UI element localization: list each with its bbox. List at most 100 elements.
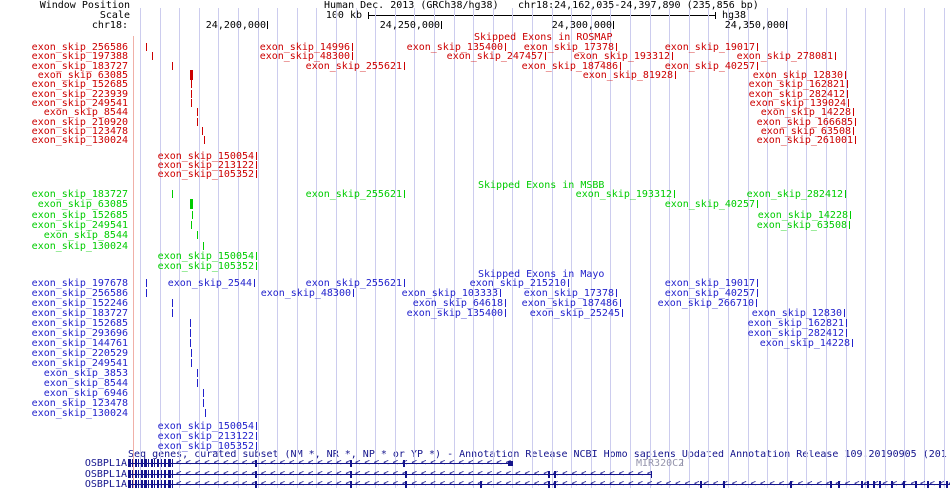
exon-skip-tick[interactable]: [191, 359, 192, 367]
exon-skip-tick[interactable]: [675, 71, 676, 79]
exon-skip-tick[interactable]: [191, 80, 192, 88]
exon-skip-tick[interactable]: [620, 62, 621, 70]
gene-exon-tick[interactable]: [548, 481, 550, 488]
gene-exon-tick[interactable]: [903, 481, 905, 488]
exon-skip-tick[interactable]: [203, 389, 204, 397]
exon-skip-tick[interactable]: [256, 252, 257, 260]
exon-skip-tick[interactable]: [190, 199, 193, 209]
gene-exon-block[interactable]: [132, 480, 133, 488]
exon-skip-tick[interactable]: [191, 99, 192, 107]
exon-skip-tick[interactable]: [152, 52, 153, 60]
exon-skip-tick[interactable]: [256, 432, 257, 440]
gene-exon-block[interactable]: [135, 459, 137, 467]
exon-skip-tick[interactable]: [172, 309, 173, 317]
gene-exon-block[interactable]: [157, 470, 159, 478]
gene-exon-tick[interactable]: [350, 460, 352, 467]
exon-skip-tick[interactable]: [847, 80, 848, 88]
gene-exon-block[interactable]: [151, 470, 153, 478]
exon-skip-tick[interactable]: [204, 136, 205, 144]
gene-exon-tick[interactable]: [350, 471, 352, 478]
gene-exon-block[interactable]: [128, 459, 131, 467]
gene-exon-block[interactable]: [161, 480, 162, 488]
exon-skip-tick[interactable]: [845, 71, 846, 79]
gene-exon-block[interactable]: [151, 480, 153, 488]
gene-exon-block[interactable]: [132, 459, 133, 467]
exon-skip-tick[interactable]: [505, 43, 506, 51]
exon-skip-tick[interactable]: [203, 242, 204, 250]
gene-exon-tick[interactable]: [255, 460, 257, 467]
exon-skip-tick[interactable]: [845, 190, 846, 198]
gene-exon-block[interactable]: [154, 480, 155, 488]
gene-exon-block[interactable]: [141, 470, 143, 478]
gene-exon-block[interactable]: [132, 470, 133, 478]
gene-exon-block[interactable]: [138, 459, 139, 467]
gene-exon-block[interactable]: [148, 470, 149, 478]
exon-skip-tick[interactable]: [620, 299, 621, 307]
gene-exon-tick[interactable]: [548, 471, 550, 478]
gene-exon-tick[interactable]: [915, 481, 917, 488]
exon-skip-tick[interactable]: [756, 299, 757, 307]
gene-exon-tick[interactable]: [927, 481, 929, 488]
gene-exon-tick[interactable]: [480, 481, 482, 488]
gene-exon-tick[interactable]: [891, 481, 893, 488]
exon-skip-tick[interactable]: [190, 319, 191, 327]
exon-skip-tick[interactable]: [757, 279, 758, 287]
gene-exon-block[interactable]: [157, 480, 159, 488]
gene-exon-tick[interactable]: [723, 481, 725, 488]
exon-skip-tick[interactable]: [672, 52, 673, 60]
exon-skip-tick[interactable]: [404, 190, 405, 198]
gene-exon-block[interactable]: [164, 480, 166, 488]
gene-exon-tick[interactable]: [939, 481, 941, 488]
exon-skip-tick[interactable]: [846, 319, 847, 327]
exon-skip-tick[interactable]: [256, 422, 257, 430]
gene-exon-block[interactable]: [154, 470, 155, 478]
exon-skip-tick[interactable]: [190, 339, 191, 347]
gene-exon-tick[interactable]: [255, 481, 257, 488]
exon-skip-tick[interactable]: [172, 299, 173, 307]
gene-exon-block[interactable]: [148, 480, 149, 488]
gene-intron-line[interactable]: [128, 484, 950, 485]
gene-exon-tick[interactable]: [554, 481, 556, 488]
gene-exon-block[interactable]: [135, 480, 137, 488]
exon-skip-tick[interactable]: [674, 190, 675, 198]
gene-exon-tick[interactable]: [554, 471, 556, 478]
exon-skip-tick[interactable]: [191, 90, 192, 98]
gene-exon-tick[interactable]: [403, 460, 405, 467]
exon-skip-tick[interactable]: [190, 329, 191, 337]
exon-skip-tick[interactable]: [172, 190, 173, 198]
gene-exon-block[interactable]: [128, 480, 131, 488]
gene-exon-block[interactable]: [164, 470, 166, 478]
gene-exon-tick[interactable]: [255, 471, 257, 478]
gene-intron-line[interactable]: [128, 463, 513, 464]
exon-skip-tick[interactable]: [848, 99, 849, 107]
gene-exon-tick[interactable]: [700, 481, 702, 488]
gene-exon-block[interactable]: [144, 470, 147, 478]
exon-skip-tick[interactable]: [853, 108, 854, 116]
exon-skip-tick[interactable]: [616, 289, 617, 297]
gene-exon-tick[interactable]: [350, 481, 352, 488]
exon-skip-tick[interactable]: [500, 289, 501, 297]
exon-skip-tick[interactable]: [404, 279, 405, 287]
gene-exon-tick[interactable]: [861, 481, 863, 488]
exon-skip-tick[interactable]: [505, 309, 506, 317]
exon-skip-tick[interactable]: [404, 62, 405, 70]
exon-skip-tick[interactable]: [352, 52, 353, 60]
exon-skip-tick[interactable]: [256, 161, 257, 169]
exon-skip-tick[interactable]: [505, 299, 506, 307]
gene-exon-block[interactable]: [168, 470, 171, 478]
gene-exon-block[interactable]: [135, 470, 137, 478]
exon-skip-tick[interactable]: [197, 118, 198, 126]
gene-exon-tick[interactable]: [405, 471, 407, 478]
gene-intron-line[interactable]: [128, 474, 651, 475]
exon-skip-tick[interactable]: [197, 108, 198, 116]
exon-skip-tick[interactable]: [757, 62, 758, 70]
exon-skip-tick[interactable]: [849, 221, 850, 229]
gene-end-bar[interactable]: [651, 471, 652, 478]
gene-exon-tick[interactable]: [838, 481, 840, 488]
exon-skip-tick[interactable]: [146, 289, 147, 297]
exon-skip-tick[interactable]: [757, 200, 758, 208]
exon-skip-tick[interactable]: [353, 289, 354, 297]
exon-skip-tick[interactable]: [844, 309, 845, 317]
exon-skip-tick[interactable]: [256, 152, 257, 160]
gene-exon-block[interactable]: [144, 480, 147, 488]
